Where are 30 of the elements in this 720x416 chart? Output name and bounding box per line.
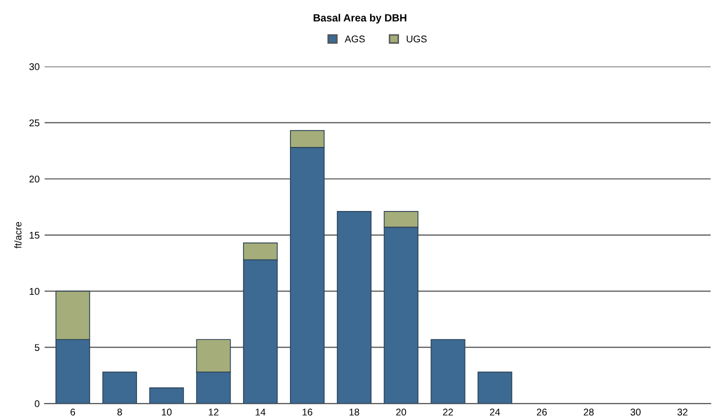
x-tick-label: 14 [256, 408, 266, 416]
y-tick-label: 5 [34, 344, 40, 351]
x-tick-label: 26 [536, 408, 547, 416]
x-tick-label: 16 [302, 408, 312, 416]
x-tick-label: 30 [630, 408, 641, 416]
y-tick-label: 15 [30, 232, 40, 239]
x-tick-label: 12 [208, 408, 218, 416]
x-tick-label: 20 [396, 408, 406, 416]
bar [478, 372, 512, 404]
bar [430, 339, 466, 404]
legend-label: UGS [406, 36, 427, 42]
x-tick-label: 22 [443, 408, 453, 416]
chart-title: Basal Area by DBH [314, 14, 406, 24]
legend-label: AGS [344, 36, 365, 42]
x-tick-label: 28 [584, 408, 594, 416]
bar [149, 387, 184, 404]
y-tick-label: 20 [29, 176, 40, 182]
bar [102, 372, 137, 404]
x-tick-label: 8 [117, 408, 122, 416]
x-tick-label: 18 [350, 408, 360, 416]
y-tick-label: 25 [29, 119, 40, 126]
y-tick-label: 10 [30, 288, 40, 295]
x-tick-label: 24 [490, 408, 500, 416]
y-tick-label: 30 [29, 63, 40, 70]
x-tick-label: 32 [677, 408, 688, 416]
x-tick-label: 6 [70, 408, 76, 416]
y-axis-title: ft/acre [14, 222, 22, 248]
y-tick-label: 0 [34, 400, 40, 408]
x-tick-label: 10 [162, 408, 172, 416]
bar [336, 211, 372, 404]
